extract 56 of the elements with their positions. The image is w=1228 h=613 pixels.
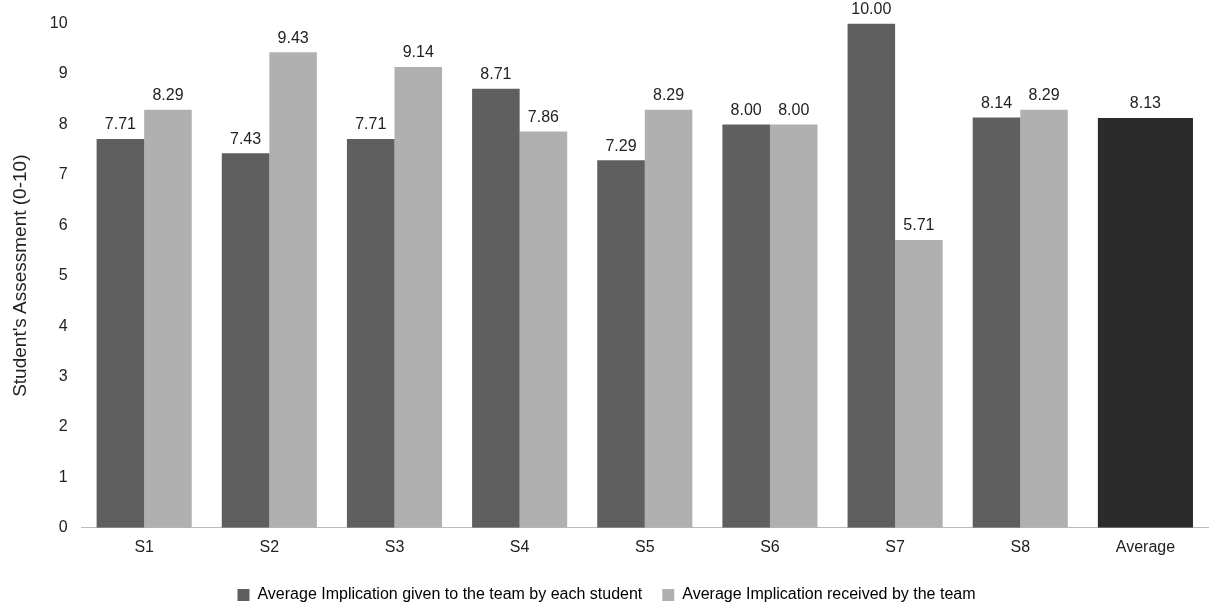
y-tick-label: 2 [58, 417, 68, 435]
data-label: 8.71 [480, 65, 512, 83]
data-label: 8.29 [152, 86, 184, 104]
legend-label: Average Implication received by the team [682, 585, 976, 603]
bar [769, 124, 818, 528]
bar [394, 66, 443, 528]
x-tick-label: S2 [259, 537, 280, 555]
y-tick-label: 10 [49, 14, 68, 32]
bar [519, 131, 568, 528]
bar [269, 52, 317, 528]
x-tick-label: Average [1115, 537, 1176, 555]
bar [221, 153, 270, 528]
bar [346, 139, 395, 528]
y-tick-label: 3 [58, 366, 68, 384]
x-tick-label: S8 [1010, 537, 1031, 555]
data-label: 9.14 [402, 43, 434, 61]
data-label: 8.00 [778, 100, 810, 118]
bar [972, 117, 1021, 528]
y-axis-title: Student's Assessment (0-10) [8, 154, 30, 397]
x-tick-label: S1 [134, 537, 155, 555]
x-tick-label: S7 [885, 537, 905, 555]
x-tick-label: S4 [509, 537, 530, 555]
x-tick-label: S5 [635, 537, 655, 555]
bar [722, 124, 770, 528]
bar [895, 239, 943, 528]
bar [1020, 109, 1068, 528]
bar [644, 109, 693, 528]
bar [597, 160, 645, 528]
bar [96, 139, 145, 528]
data-label: 7.71 [104, 115, 137, 133]
bar [847, 23, 896, 528]
y-tick-label: 7 [58, 165, 68, 183]
data-label: 7.43 [229, 129, 262, 147]
data-label: 8.00 [730, 100, 762, 118]
data-label: 5.71 [903, 216, 935, 234]
data-label: 8.29 [1028, 86, 1060, 104]
x-tick-label: S3 [384, 537, 405, 555]
legend-label: Average Implication given to the team by each student [257, 585, 643, 603]
data-label: 9.43 [277, 28, 309, 46]
y-tick-label: 0 [58, 518, 68, 536]
y-tick-label: 8 [58, 114, 68, 132]
data-label: 8.14 [980, 93, 1013, 111]
data-label: 10.00 [851, 0, 892, 18]
y-tick-label: 9 [58, 64, 68, 82]
data-label: 7.86 [527, 107, 560, 125]
y-tick-label: 4 [58, 316, 68, 334]
data-label: 7.29 [605, 136, 637, 154]
y-tick-label: 6 [58, 215, 68, 233]
x-tick-label: S6 [760, 537, 780, 555]
data-label: 7.71 [355, 115, 387, 133]
data-label: 8.13 [1129, 94, 1162, 112]
bar [144, 109, 192, 528]
data-label: 8.29 [653, 86, 685, 104]
y-tick-label: 5 [58, 266, 68, 284]
bar [472, 88, 520, 528]
y-tick-label: 1 [58, 467, 68, 485]
